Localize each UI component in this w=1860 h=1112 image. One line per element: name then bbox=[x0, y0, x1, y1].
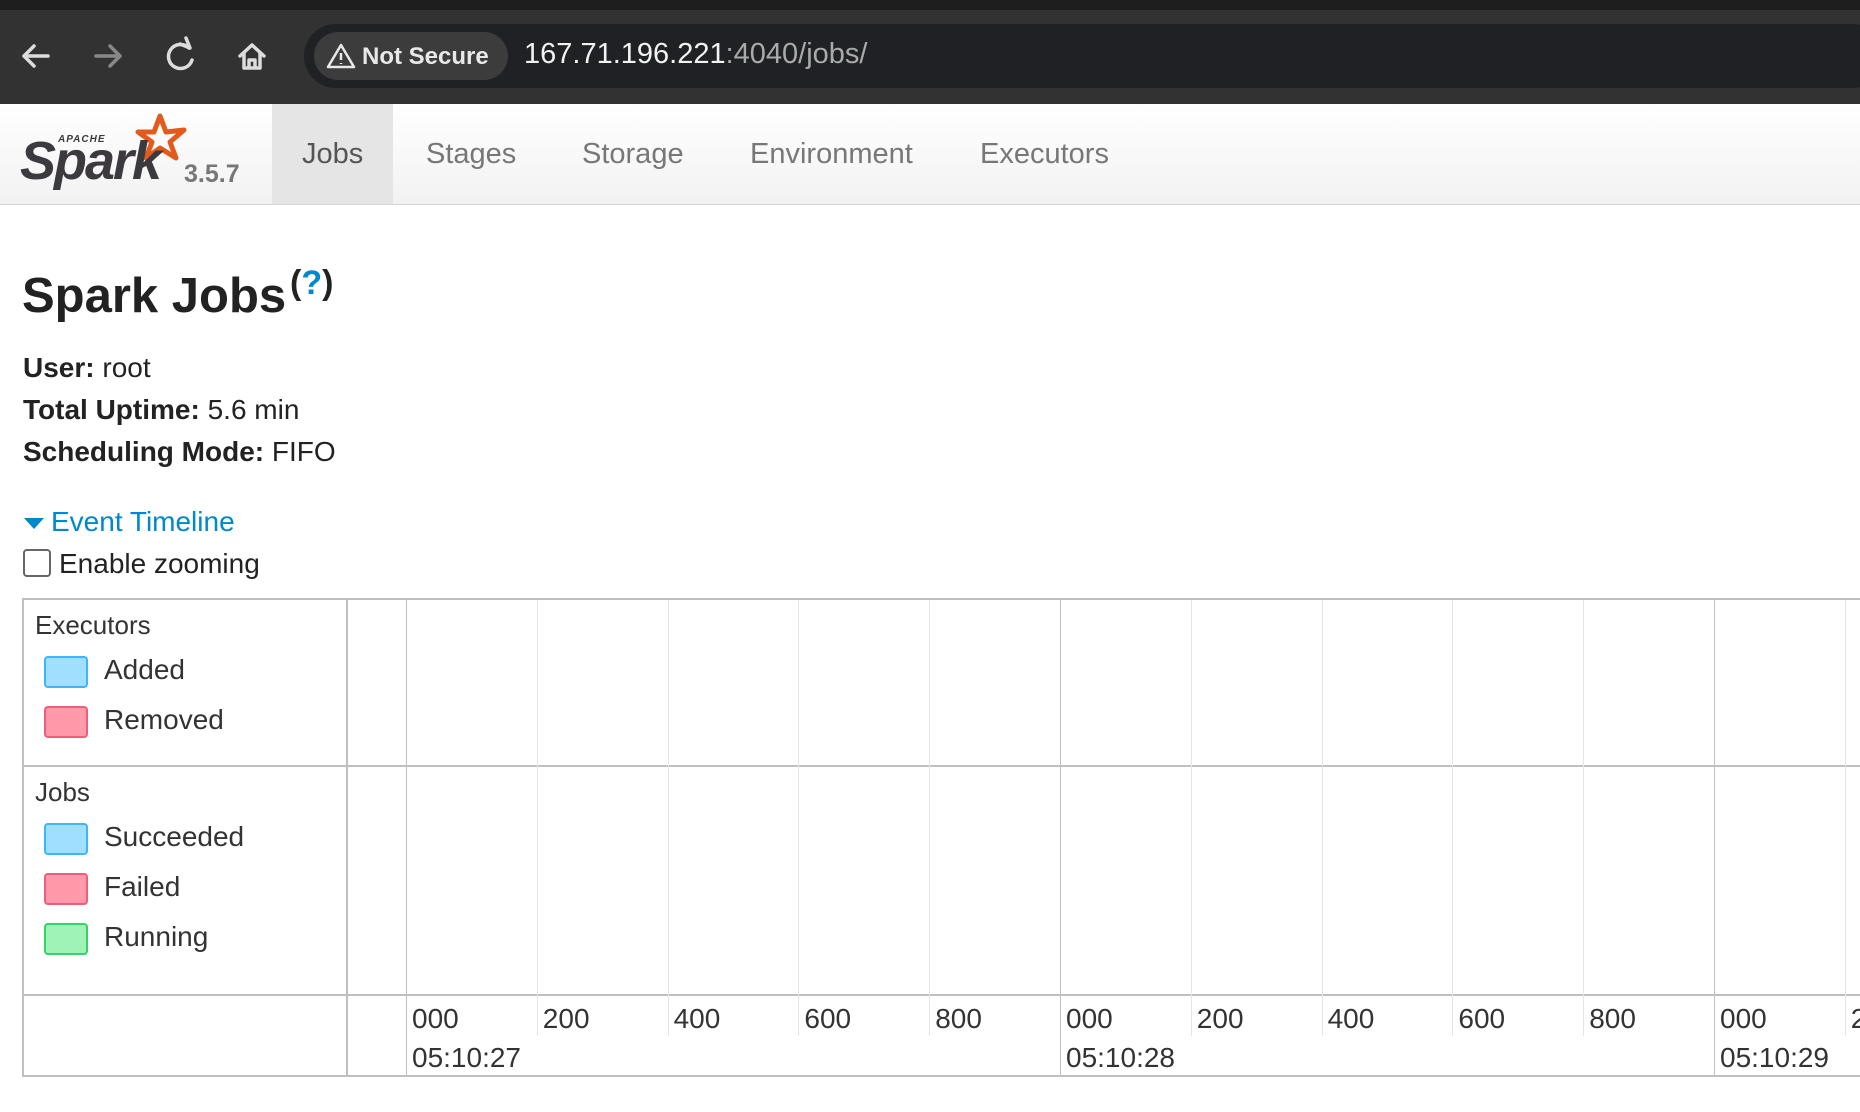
address-bar[interactable] bbox=[304, 24, 1860, 88]
zoom-label: Enable zooming bbox=[59, 548, 260, 579]
legend-swatch bbox=[44, 823, 88, 855]
tab-strip bbox=[0, 0, 1860, 10]
info-label: Scheduling Mode: bbox=[23, 436, 265, 467]
group-label: Jobs bbox=[35, 777, 90, 807]
url: 167.71.196.221:4040/jobs/ bbox=[524, 38, 867, 71]
minor-tick-label: 000 bbox=[1720, 1003, 1767, 1034]
legend-swatch bbox=[44, 706, 88, 738]
version: 3.5.7 bbox=[184, 160, 240, 188]
grid-line bbox=[929, 600, 931, 1036]
warning-icon bbox=[326, 43, 356, 69]
major-grid-line bbox=[1714, 600, 1715, 1075]
timeline: Executors Added Removed Jobs Succeeded Failed… bbox=[22, 598, 1860, 1077]
help[interactable]: (?) bbox=[290, 264, 334, 302]
legend-label: Succeeded bbox=[104, 821, 245, 852]
nav-tab[interactable]: Storage bbox=[582, 138, 684, 170]
nav-tab[interactable]: Executors bbox=[980, 138, 1109, 170]
logo-star bbox=[135, 113, 187, 161]
reload-button[interactable] bbox=[166, 36, 194, 71]
spark-logo[interactable]: APACHE Spark bbox=[20, 112, 187, 192]
checkbox[interactable] bbox=[23, 549, 51, 577]
minor-tick-label: 000 bbox=[412, 1003, 459, 1034]
grid-line bbox=[536, 600, 538, 1036]
info-value: FIFO bbox=[271, 436, 336, 467]
minor-tick-label: 600 bbox=[1458, 1003, 1506, 1034]
info-label: User: bbox=[23, 352, 95, 383]
timeline-toggle[interactable]: Event Timeline bbox=[23, 506, 235, 538]
help-link[interactable]: ? bbox=[301, 264, 323, 302]
logo-text: Spark bbox=[20, 131, 162, 191]
minor-tick-label: 600 bbox=[804, 1003, 852, 1034]
grid-line bbox=[1452, 600, 1454, 1036]
info-line: Total Uptime: 5.6 min bbox=[23, 394, 299, 426]
minor-tick-label: 800 bbox=[935, 1003, 982, 1034]
security-label: Not Secure bbox=[362, 43, 489, 70]
major-tick-label: 05:10:29 bbox=[1720, 1042, 1829, 1073]
legend-label: Running bbox=[104, 921, 209, 952]
legend-swatch bbox=[44, 873, 88, 905]
column-separator bbox=[346, 600, 348, 1075]
legend-label: Removed bbox=[104, 704, 224, 735]
info-line: Scheduling Mode: FIFO bbox=[23, 436, 336, 468]
home-button[interactable] bbox=[238, 43, 266, 70]
nav-tab[interactable]: Environment bbox=[750, 138, 913, 170]
forward-button[interactable] bbox=[94, 44, 122, 68]
minor-tick-label: 400 bbox=[1327, 1003, 1375, 1034]
grid-line bbox=[1321, 600, 1323, 1036]
browser-buttons bbox=[22, 36, 266, 71]
minor-tick-label: 200 bbox=[1196, 1003, 1244, 1034]
legend-swatch bbox=[44, 656, 88, 688]
grid-line bbox=[798, 600, 800, 1036]
row-separator bbox=[24, 994, 1860, 996]
security-chip[interactable]: Not Secure bbox=[314, 32, 508, 80]
info-value: 5.6 min bbox=[207, 394, 300, 425]
legend-label: Added bbox=[104, 654, 185, 685]
minor-tick-label: 800 bbox=[1589, 1003, 1636, 1034]
group-label: Executors bbox=[35, 610, 151, 640]
minor-tick-label: 000 bbox=[1066, 1003, 1113, 1034]
grid-line bbox=[1844, 600, 1846, 1036]
url-path: :4040/jobs/ bbox=[725, 38, 868, 70]
major-tick-label: 05:10:27 bbox=[412, 1042, 521, 1073]
major-tick-label: 05:10:28 bbox=[1066, 1042, 1175, 1073]
info-label: Total Uptime: bbox=[23, 394, 200, 425]
column-separator bbox=[406, 600, 407, 1075]
zoom-option[interactable]: Enable zooming bbox=[23, 548, 260, 580]
nav-tab[interactable]: Jobs bbox=[272, 104, 394, 204]
minor-tick-label: 200 bbox=[542, 1003, 590, 1034]
nav-tab[interactable]: Stages bbox=[426, 138, 517, 170]
timeline-toggle-label: Event Timeline bbox=[51, 506, 235, 537]
row-separator bbox=[24, 765, 1860, 767]
back-button[interactable] bbox=[22, 44, 50, 68]
caret bbox=[24, 518, 44, 529]
grid-line bbox=[667, 600, 669, 1036]
minor-tick-label: 400 bbox=[673, 1003, 721, 1034]
grid-line bbox=[1190, 600, 1192, 1036]
minor-tick-label: 200 bbox=[1851, 1003, 1860, 1035]
legend-label: Failed bbox=[104, 871, 181, 902]
info-value: root bbox=[102, 352, 151, 383]
major-grid-line bbox=[1060, 600, 1061, 1075]
url-host: 167.71.196.221 bbox=[524, 38, 726, 70]
page-title: Spark Jobs bbox=[22, 269, 287, 323]
legend-swatch bbox=[44, 923, 88, 955]
info-line: User: root bbox=[23, 352, 151, 384]
grid-line bbox=[1583, 600, 1585, 1036]
logo-apache: APACHE bbox=[58, 134, 106, 145]
